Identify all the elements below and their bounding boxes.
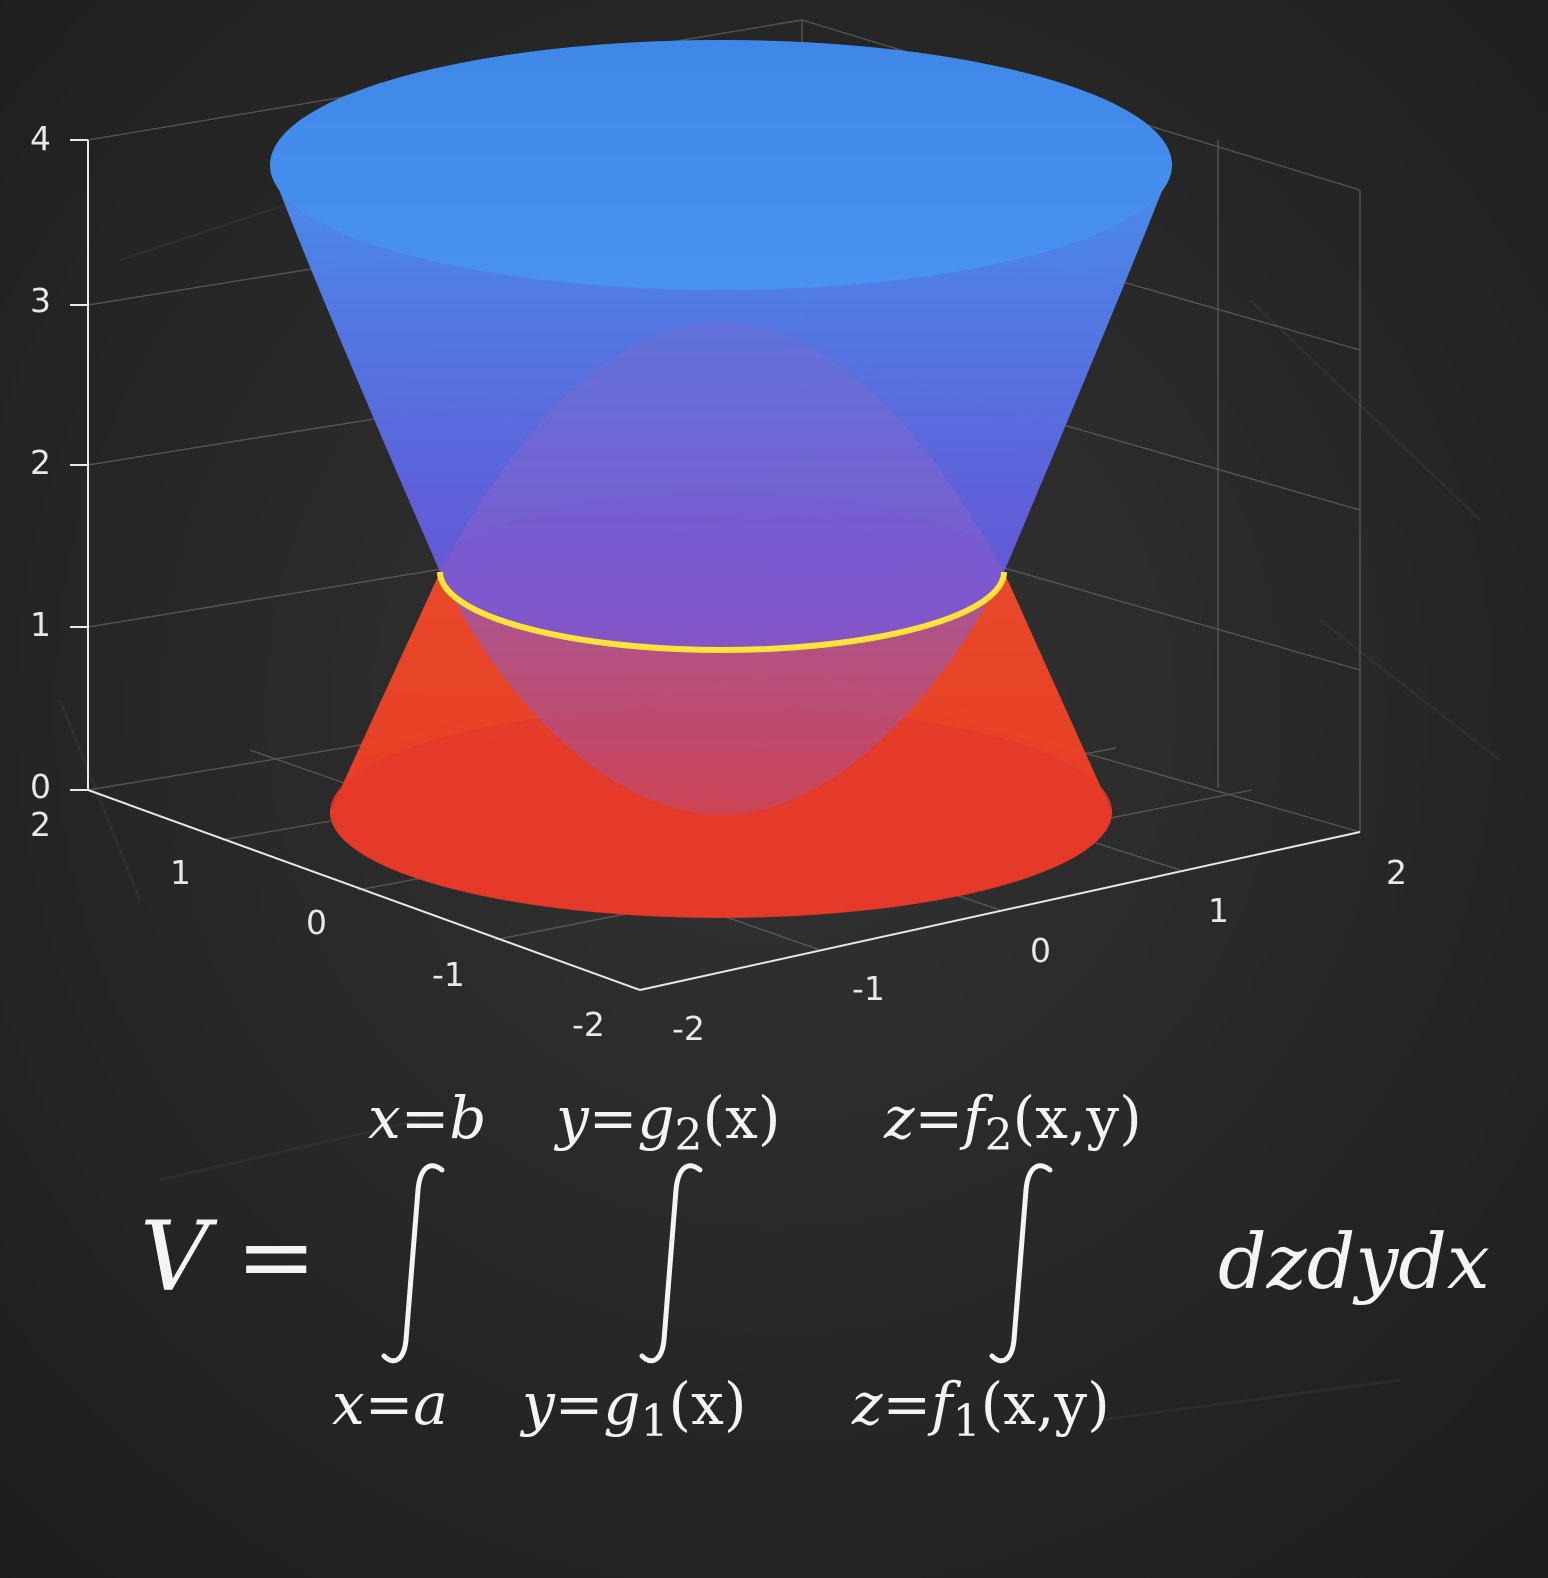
inner-upper-limit: z=f2(x,y) <box>883 1084 1142 1161</box>
z-tick: 2 <box>30 443 51 482</box>
x-tick: 2 <box>1386 853 1407 892</box>
outer-upper-limit: x=b <box>368 1084 486 1152</box>
z-tick: 3 <box>30 281 51 320</box>
middle-lower-limit: y=g1(x) <box>519 1370 746 1447</box>
middle-upper-limit: y=g2(x) <box>553 1084 780 1161</box>
y-tick: 2 <box>30 805 51 844</box>
x-tick: 1 <box>1208 891 1229 930</box>
x-tick: -2 <box>672 1009 705 1048</box>
y-tick: -2 <box>572 1005 605 1044</box>
z-tick: 4 <box>30 119 51 158</box>
y-tick: 1 <box>170 853 191 892</box>
x-tick: -1 <box>852 969 885 1008</box>
x-tick: 0 <box>1030 931 1051 970</box>
z-tick: 1 <box>30 605 51 644</box>
formula-equals: = <box>236 1201 316 1313</box>
z-tick: 0 <box>30 767 51 806</box>
formula-lhs: V <box>140 1201 218 1313</box>
formula-differential: dzdydx <box>1218 1217 1490 1306</box>
y-tick: 0 <box>306 903 327 942</box>
outer-lower-limit: x=a <box>332 1370 448 1438</box>
y-tick: -1 <box>432 955 465 994</box>
inner-lower-limit: z=f1(x,y) <box>851 1370 1110 1447</box>
